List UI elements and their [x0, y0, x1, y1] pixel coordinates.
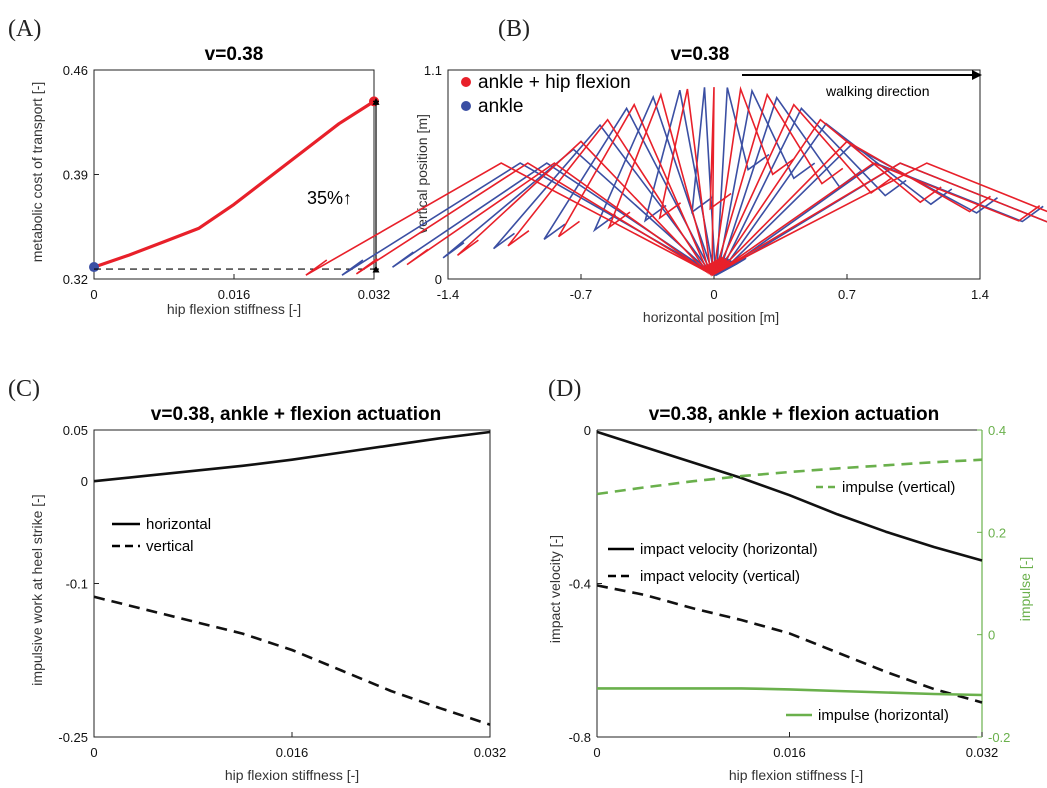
panel-c: (C) v=0.38, ankle + flexion actuation hi… — [8, 376, 506, 783]
legend-label-impulse-vertical: impulse (vertical) — [842, 479, 955, 496]
panel-b-stick-red — [719, 162, 1041, 272]
panel-d-ytick-label: -0.8 — [569, 730, 591, 745]
panel-b: (B) v=0.38 horizontal position [m] verti… — [305, 16, 1047, 325]
panel-c-ylabel: impulsive work at heel strike [-] — [29, 494, 45, 685]
panel-d-xlabel: hip flexion stiffness [-] — [729, 767, 863, 783]
panel-c-label: (C) — [8, 376, 40, 402]
panel-c-plot: 0 0.016 0.032 -0.25 -0.1 0 0.05 — [58, 423, 506, 760]
panel-d-xtick-label: 0 — [593, 745, 600, 760]
panel-c-ytick-label: 0 — [81, 474, 88, 489]
panel-c-xtick-label: 0.032 — [474, 745, 507, 760]
panel-d-ylabel: impact velocity [-] — [547, 535, 563, 643]
panel-b-stick-red — [557, 102, 730, 274]
panel-b-xlabel: horizontal position [m] — [643, 309, 779, 325]
panel-b-stick-red — [406, 162, 726, 272]
panel-b-stick-red — [456, 140, 727, 273]
panel-c-ytick-label: -0.1 — [66, 577, 88, 592]
panel-d-title: v=0.38, ankle + flexion actuation — [649, 404, 939, 425]
panel-b-title: v=0.38 — [671, 44, 730, 65]
panel-b-xtick-label: 1.4 — [971, 287, 989, 302]
panel-b-ytick-label: 1.1 — [424, 63, 442, 78]
panel-d-right-ytick-label: 0 — [988, 628, 995, 643]
legend-label-ankle: ankle — [478, 96, 523, 117]
panel-d: (D) v=0.38, ankle + flexion actuation hi… — [547, 376, 1033, 783]
panel-b-xtick-label: 0.7 — [838, 287, 856, 302]
panel-a-cost-line — [93, 100, 375, 269]
panel-a: (A) v=0.38 hip flexion stiffness [-] met… — [8, 16, 390, 317]
panel-c-title: v=0.38, ankle + flexion actuation — [151, 404, 441, 425]
legend-marker-blue — [461, 101, 471, 111]
panel-b-label: (B) — [498, 16, 530, 42]
panel-a-ytick-label: 0.39 — [63, 168, 88, 183]
panel-a-ytick-label: 0.46 — [63, 63, 88, 78]
legend-label-impact-vertical: impact velocity (vertical) — [640, 568, 800, 585]
legend-label-impact-horizontal: impact velocity (horizontal) — [640, 541, 818, 558]
legend-label-ankle-hip: ankle + hip flexion — [478, 72, 631, 93]
legend-label-horizontal: horizontal — [146, 516, 211, 533]
panel-a-label: (A) — [8, 16, 41, 42]
panel-d-right-ytick-label: -0.2 — [988, 730, 1010, 745]
panel-c-ytick-label: 0.05 — [63, 423, 88, 438]
panel-a-marker-blue — [89, 262, 99, 273]
panel-b-xtick-label: -1.4 — [437, 287, 459, 302]
panel-a-xtick-label: 0.016 — [218, 287, 251, 302]
panel-d-plot: 0 0.016 0.032 -0.8 -0.4 0 -0.2 0 0.2 0.4 — [569, 423, 1011, 760]
panel-a-xlabel: hip flexion stiffness [-] — [167, 301, 301, 317]
panel-d-line-1 — [596, 584, 983, 704]
panel-b-ylabel: vertical position [m] — [414, 114, 430, 234]
legend-label-impulse-horizontal: impulse (horizontal) — [818, 707, 949, 724]
panel-c-legend: horizontal vertical — [112, 516, 211, 555]
panel-b-plot: -1.4 -0.7 0 0.7 1.4 0 1.1 — [305, 63, 1047, 302]
panel-b-ytick-label: 0 — [435, 272, 442, 287]
panel-d-line-3 — [597, 687, 983, 697]
panel-d-line-0 — [596, 430, 983, 562]
panel-a-axes-box — [93, 69, 375, 280]
panel-d-xtick-label: 0.032 — [966, 745, 999, 760]
panel-b-stick-red — [305, 162, 723, 276]
panel-c-line-vertical — [93, 595, 491, 726]
panel-d-legend: impulse (vertical) impact velocity (hori… — [608, 479, 955, 724]
panel-d-line-2 — [596, 458, 983, 496]
legend-label-vertical: vertical — [146, 538, 194, 555]
panel-b-xtick-label: 0 — [710, 287, 717, 302]
panel-b-xtick-label: -0.7 — [570, 287, 592, 302]
panel-b-stick-blue — [722, 144, 998, 272]
panel-a-xtick-label: 0 — [90, 287, 97, 302]
panel-a-plot: 0 0.016 0.032 0.32 0.39 0.46 35%↑ — [63, 63, 391, 302]
panel-c-line-horizontal — [93, 430, 491, 483]
panel-c-ytick-label: -0.25 — [58, 730, 88, 745]
panel-a-annotation: 35%↑ — [307, 188, 352, 208]
panel-d-right-ytick-label: 0.4 — [988, 423, 1006, 438]
walking-direction-label: walking direction — [825, 83, 930, 99]
panel-b-legend: ankle + hip flexion ankle — [461, 72, 631, 117]
legend-marker-red — [461, 77, 471, 87]
panel-d-ylabel-right: impulse [-] — [1017, 557, 1033, 622]
panel-a-xtick-label: 0.032 — [358, 287, 391, 302]
panel-c-xtick-label: 0 — [90, 745, 97, 760]
panel-a-title: v=0.38 — [205, 44, 264, 65]
panel-c-xlabel: hip flexion stiffness [-] — [225, 767, 359, 783]
panel-b-stick-red — [722, 162, 1047, 270]
panel-c-xtick-label: 0.016 — [276, 745, 309, 760]
panel-d-right-ytick-label: 0.2 — [988, 525, 1006, 540]
panel-a-ytick-label: 0.32 — [63, 272, 88, 287]
panel-d-ytick-label: 0 — [584, 423, 591, 438]
panel-a-ylabel: metabolic cost of transport [-] — [29, 82, 45, 263]
panel-b-stick-red — [720, 162, 1047, 271]
panel-b-stick-blue — [718, 107, 907, 275]
panel-d-xtick-label: 0.016 — [773, 745, 806, 760]
panel-d-ytick-label: -0.4 — [569, 577, 591, 592]
panel-d-label: (D) — [548, 376, 581, 402]
